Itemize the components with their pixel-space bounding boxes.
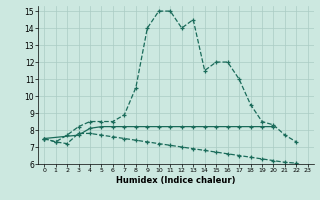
X-axis label: Humidex (Indice chaleur): Humidex (Indice chaleur) — [116, 176, 236, 185]
